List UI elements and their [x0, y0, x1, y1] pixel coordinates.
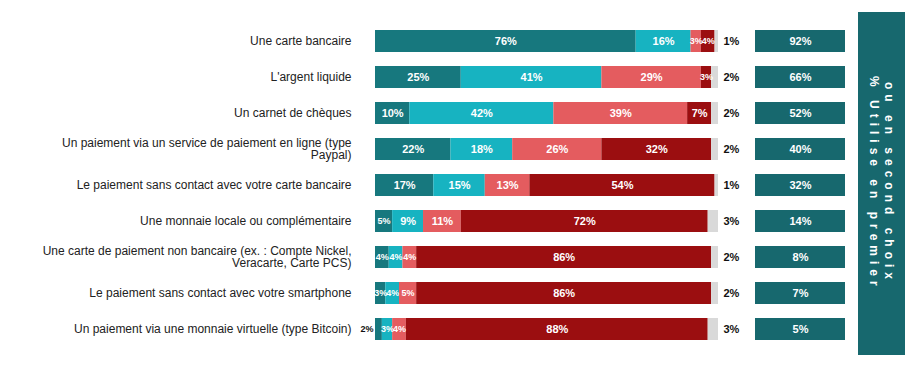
svg-text:3%: 3% — [700, 72, 713, 82]
svg-text:2%: 2% — [724, 107, 740, 119]
svg-text:2%: 2% — [724, 71, 740, 83]
svg-text:5%: 5% — [378, 216, 391, 226]
svg-text:14%: 14% — [789, 215, 811, 227]
svg-text:76%: 76% — [495, 35, 517, 47]
svg-text:8%: 8% — [793, 251, 809, 263]
svg-text:Le paiement sans contact avec: Le paiement sans contact avec votre smar… — [89, 286, 351, 300]
svg-text:1%: 1% — [724, 179, 740, 191]
svg-text:9%: 9% — [400, 215, 416, 227]
svg-text:3%: 3% — [381, 324, 394, 335]
svg-text:3%: 3% — [724, 215, 740, 227]
svg-text:41%: 41% — [521, 71, 543, 83]
svg-text:42%: 42% — [471, 107, 493, 119]
svg-text:86%: 86% — [553, 251, 575, 263]
svg-text:3%: 3% — [724, 323, 740, 335]
svg-text:2%: 2% — [724, 287, 740, 299]
svg-text:2%: 2% — [360, 324, 373, 334]
svg-text:4%: 4% — [393, 324, 406, 334]
svg-text:40%: 40% — [789, 143, 811, 155]
svg-text:4%: 4% — [702, 36, 715, 46]
svg-text:7%: 7% — [793, 287, 809, 299]
svg-text:4%: 4% — [390, 252, 403, 262]
svg-text:7%: 7% — [692, 107, 708, 119]
svg-text:5%: 5% — [402, 288, 415, 298]
svg-text:15%: 15% — [449, 179, 471, 191]
svg-text:52%: 52% — [789, 107, 811, 119]
svg-text:2%: 2% — [724, 143, 740, 155]
svg-text:22%: 22% — [402, 143, 424, 155]
svg-text:29%: 29% — [641, 71, 663, 83]
svg-text:Le paiement sans contact avec: Le paiement sans contact avec votre cart… — [77, 178, 352, 192]
svg-text:10%: 10% — [382, 107, 404, 119]
svg-text:18%: 18% — [471, 143, 493, 155]
svg-text:32%: 32% — [646, 143, 668, 155]
html-text:% Utilise en premier: % Utilise en premier — [867, 76, 881, 291]
svg-text:3%: 3% — [689, 36, 703, 47]
svg-text:Un carnet de chèques: Un carnet de chèques — [234, 106, 351, 120]
svg-text:4%: 4% — [403, 252, 416, 262]
svg-text:86%: 86% — [553, 287, 575, 299]
svg-text:Une monnaie locale ou compléme: Une monnaie locale ou complémentaire — [140, 214, 352, 228]
svg-text:17%: 17% — [394, 179, 416, 191]
svg-text:Une carte de paiement non banc: Une carte de paiement non bancaire (ex. … — [43, 244, 352, 270]
svg-text:11%: 11% — [432, 215, 454, 227]
svg-text:92%: 92% — [789, 35, 811, 47]
svg-text:2%: 2% — [724, 251, 740, 263]
svg-text:Un paiement via un service de: Un paiement via un service de paiement e… — [62, 136, 352, 162]
svg-text:16%: 16% — [653, 35, 675, 47]
svg-text:72%: 72% — [574, 215, 596, 227]
svg-text:Un paiement via une monnaie vi: Un paiement via une monnaie virtuelle (t… — [74, 322, 351, 336]
html-text:ou en second choix: ou en second choix — [882, 82, 896, 285]
svg-text:25%: 25% — [407, 71, 429, 83]
svg-text:32%: 32% — [789, 179, 811, 191]
svg-text:88%: 88% — [546, 323, 568, 335]
svg-text:66%: 66% — [789, 71, 811, 83]
svg-text:3%: 3% — [374, 288, 388, 299]
svg-text:26%: 26% — [546, 143, 568, 155]
svg-text:54%: 54% — [611, 179, 633, 191]
svg-text:L'argent liquide: L'argent liquide — [270, 70, 351, 84]
svg-text:13%: 13% — [497, 179, 519, 191]
svg-text:Une carte bancaire: Une carte bancaire — [250, 34, 352, 48]
svg-text:4%: 4% — [376, 252, 389, 262]
svg-text:5%: 5% — [793, 323, 809, 335]
svg-text:1%: 1% — [724, 35, 740, 47]
svg-text:4%: 4% — [386, 288, 399, 298]
svg-text:39%: 39% — [610, 107, 632, 119]
